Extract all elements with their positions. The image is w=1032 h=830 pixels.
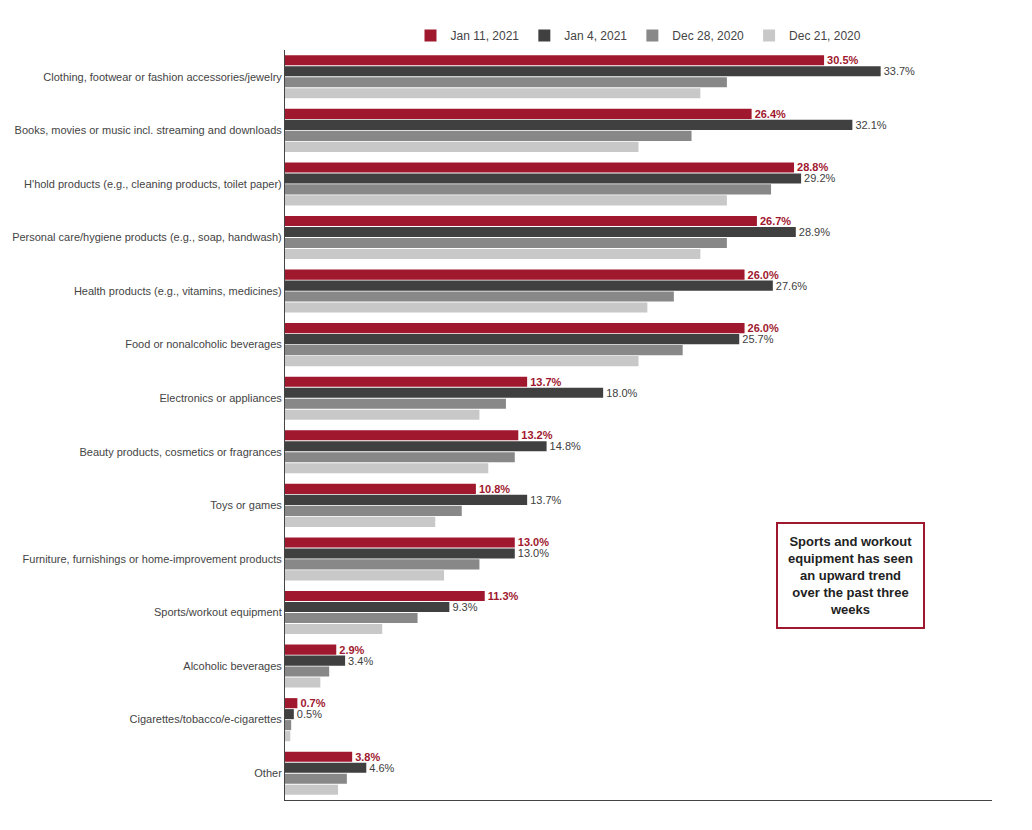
svg-text:0.5%: 0.5% <box>297 708 322 720</box>
svg-text:29.2%: 29.2% <box>804 172 835 184</box>
svg-text:11.3%: 11.3% <box>488 590 519 602</box>
svg-text:Personal care/hygiene products: Personal care/hygiene products (e.g., so… <box>12 231 282 243</box>
svg-text:28.9%: 28.9% <box>799 226 830 238</box>
svg-text:Jan 11, 2021: Jan 11, 2021 <box>451 29 520 43</box>
svg-text:Other: Other <box>254 767 282 779</box>
svg-text:33.7%: 33.7% <box>884 65 915 77</box>
svg-text:Electronics or appliances: Electronics or appliances <box>160 392 283 404</box>
svg-text:Clothing, footwear or fashion: Clothing, footwear or fashion accessorie… <box>43 71 282 83</box>
svg-text:Sports and workoutequipment ha: Sports and workoutequipment has seenan u… <box>788 534 913 617</box>
svg-text:Books, movies or music incl. s: Books, movies or music incl. streaming a… <box>15 124 283 136</box>
svg-text:26.7%: 26.7% <box>760 215 791 227</box>
svg-text:Alcoholic beverages: Alcoholic beverages <box>183 660 282 672</box>
svg-text:0.7%: 0.7% <box>300 697 325 709</box>
svg-text:Health products (e.g., vitamin: Health products (e.g., vitamins, medicin… <box>74 285 282 297</box>
svg-text:28.8%: 28.8% <box>797 161 828 173</box>
svg-text:10.8%: 10.8% <box>479 483 510 495</box>
svg-text:Cigarettes/tobacco/e-cigarette: Cigarettes/tobacco/e-cigarettes <box>130 713 283 725</box>
svg-text:H'hold products (e.g., cleanin: H'hold products (e.g., cleaning products… <box>24 178 282 190</box>
svg-text:Food or nonalcoholic beverages: Food or nonalcoholic beverages <box>125 338 282 350</box>
svg-text:Dec 21, 2020: Dec 21, 2020 <box>789 29 861 43</box>
svg-text:Furniture, furnishings or home: Furniture, furnishings or home-improveme… <box>23 553 283 565</box>
svg-text:4.6%: 4.6% <box>369 762 394 774</box>
svg-text:27.6%: 27.6% <box>776 280 807 292</box>
svg-text:32.1%: 32.1% <box>855 119 886 131</box>
svg-text:Beauty products, cosmetics or: Beauty products, cosmetics or fragrances <box>79 446 282 458</box>
svg-text:26.4%: 26.4% <box>755 108 786 120</box>
svg-text:13.0%: 13.0% <box>518 547 549 559</box>
svg-text:3.4%: 3.4% <box>348 655 373 667</box>
svg-text:9.3%: 9.3% <box>452 601 477 613</box>
svg-text:18.0%: 18.0% <box>606 387 637 399</box>
svg-text:2.9%: 2.9% <box>339 644 364 656</box>
svg-text:Sports/workout equipment: Sports/workout equipment <box>154 606 282 618</box>
svg-text:26.0%: 26.0% <box>748 269 779 281</box>
svg-text:13.2%: 13.2% <box>521 429 552 441</box>
svg-text:13.7%: 13.7% <box>530 494 561 506</box>
svg-text:3.8%: 3.8% <box>355 751 380 763</box>
svg-text:13.7%: 13.7% <box>530 376 561 388</box>
svg-text:Toys or games: Toys or games <box>210 499 282 511</box>
svg-text:13.0%: 13.0% <box>518 536 549 548</box>
svg-text:26.0%: 26.0% <box>748 322 779 334</box>
svg-text:14.8%: 14.8% <box>550 440 581 452</box>
svg-text:30.5%: 30.5% <box>827 54 858 66</box>
svg-text:Jan 4, 2021: Jan 4, 2021 <box>564 29 627 43</box>
svg-text:Dec 28, 2020: Dec 28, 2020 <box>672 29 744 43</box>
svg-text:25.7%: 25.7% <box>742 333 773 345</box>
